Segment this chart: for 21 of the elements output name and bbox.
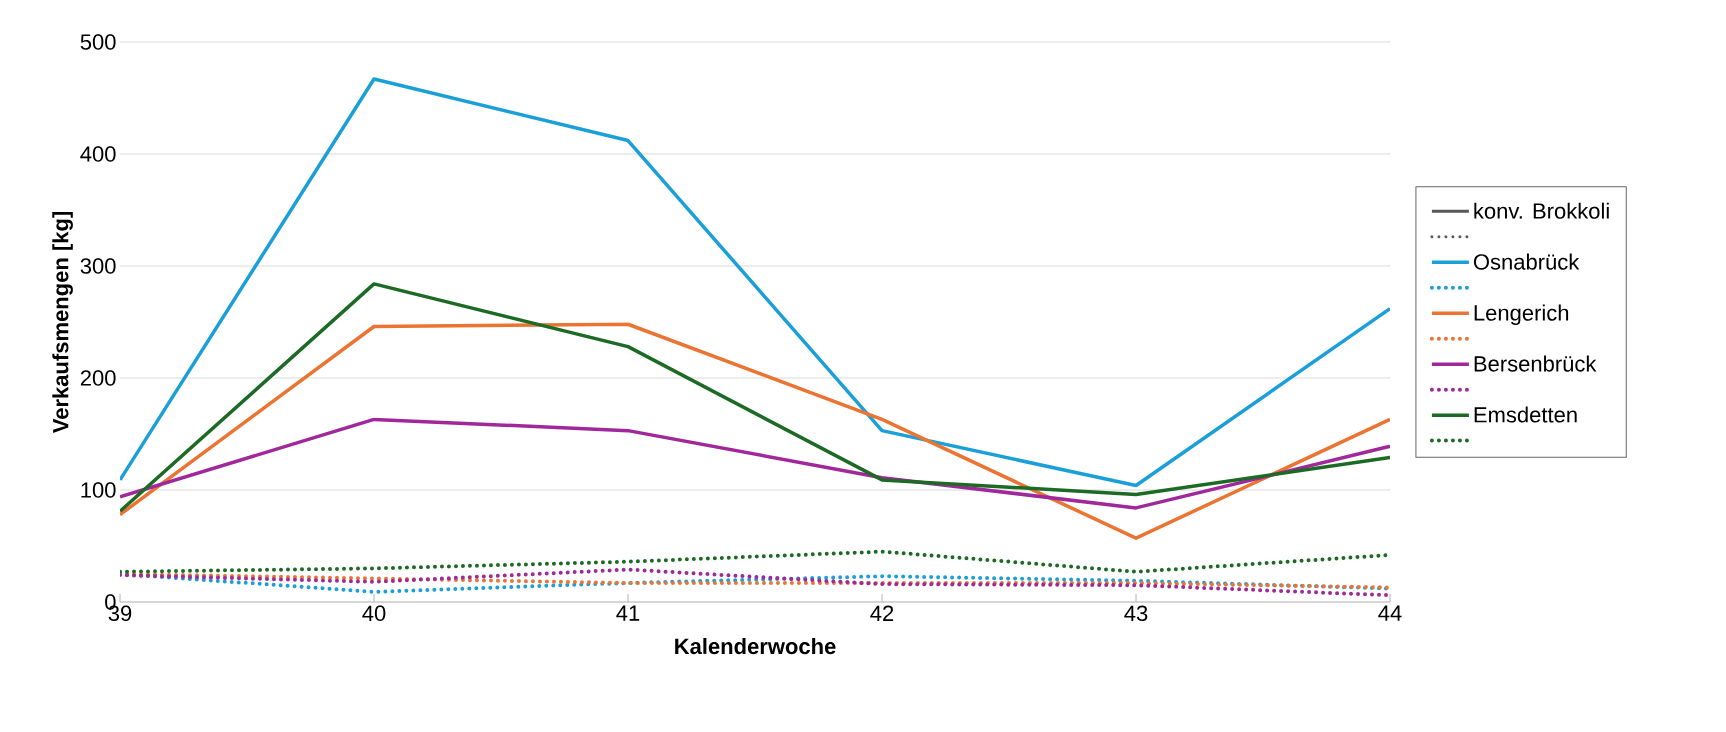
x-tick-label: 44 <box>1378 605 1402 621</box>
y-tick-label: 300 <box>80 258 116 274</box>
y-tick-label: 500 <box>80 34 116 50</box>
legend-label: Osnabrück <box>1473 253 1580 270</box>
x-tick-label: 42 <box>870 605 894 621</box>
legend-label: Bersenbrück <box>1474 355 1597 372</box>
legend-label: Lengerich <box>1474 304 1569 326</box>
x-axis-title: Kalenderwoche <box>675 637 836 655</box>
line-series <box>120 77 1391 488</box>
y-tick-label: 400 <box>80 146 116 162</box>
legend-label: Emsdetten <box>1474 406 1577 423</box>
line-series <box>120 322 1391 540</box>
x-tick-label: 40 <box>362 605 386 622</box>
x-tick-label: 43 <box>1124 605 1148 622</box>
line-series <box>120 282 1391 514</box>
y-tick-label: 100 <box>81 482 116 498</box>
y-axis-title: Verkaufsmengen [kg] <box>52 212 73 434</box>
text: konv. Brokkoli <box>1474 202 1609 219</box>
x-tick-label: 41 <box>616 605 640 621</box>
line-series <box>120 417 1391 510</box>
y-tick-label: 200 <box>80 370 116 386</box>
